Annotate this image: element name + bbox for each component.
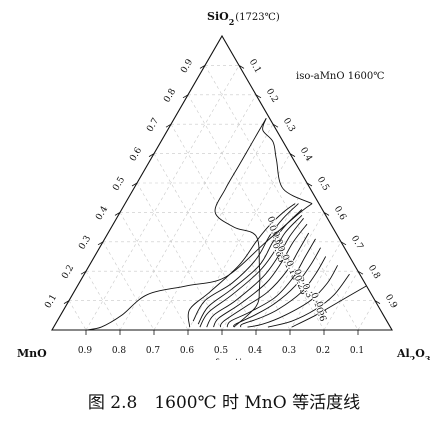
tick-label-bottom: 0.7 (146, 346, 161, 356)
tick-mark-right (255, 94, 262, 99)
tick-label-left: 0.6 (128, 146, 144, 164)
tick-mark-left (148, 153, 155, 157)
corner-label-mno: MnO (17, 347, 47, 360)
tick-label-bottom: 0.2 (316, 346, 330, 356)
tick-mark-right (357, 270, 364, 275)
tick-label-left: 0.4 (94, 204, 110, 222)
grid-line-mno (102, 241, 155, 331)
tick-label-right: 0.9 (383, 293, 399, 311)
grid-line-al2o3 (357, 300, 376, 331)
tick-mark-right (374, 300, 381, 304)
tick-label-right: 0.6 (332, 205, 348, 223)
isoline-0_25 (233, 247, 321, 328)
tick-label-left: 0.7 (145, 116, 161, 134)
chart-title: iso-aMnO 1600℃ (296, 71, 384, 82)
grid-line-mno (153, 153, 257, 331)
tick-label-bottom: 0.8 (112, 346, 127, 356)
isoline-0_6 (291, 285, 367, 328)
corner-label-al2o3: Al2O3 (396, 347, 431, 360)
tick-mark-right (340, 241, 347, 246)
figure-caption: 图 2.8 1600℃ 时 MnO 等活度线 (88, 393, 360, 413)
ternary-chart: 0.9 0.8 0.7 0.6 0.5 0.4 0.3 0.2 0.10.10.20.30.40… (6, 10, 431, 375)
tick-label-right: 0.1 (247, 58, 263, 75)
tick-mark-left (97, 241, 104, 246)
tick-label-left: 0.9 (179, 57, 195, 75)
grid-line-al2o3 (85, 65, 240, 331)
tick-label-left: 0.5 (111, 175, 127, 193)
tick-label-bottom: 0.6 (180, 346, 195, 356)
tick-label-right: 0.8 (366, 263, 382, 281)
tick-label-right: 0.3 (281, 116, 297, 134)
tick-label-left: 0.2 (60, 263, 76, 280)
isoline-0_2 (226, 238, 316, 328)
tick-label-bottom: 0.1 (350, 346, 364, 356)
tick-label-bottom: 0.5 (214, 346, 229, 356)
grid-line-al2o3 (289, 241, 342, 331)
tick-label-bottom: 0.9 (78, 346, 93, 356)
isoline-0_01 (187, 203, 296, 328)
phase-boundary-2 (262, 118, 313, 205)
tick-mark-left (199, 65, 206, 69)
grid-line-al2o3 (153, 124, 274, 331)
isoline-0_15 (219, 232, 310, 328)
tick-label-right: 0.5 (315, 175, 331, 193)
tick-mark-left (131, 182, 138, 187)
tick-mark-right (272, 123, 279, 128)
isoline-0_07 (206, 218, 304, 328)
tick-mark-right (323, 212, 330, 216)
corner-label-sio2: SiO2(1723℃) (207, 10, 280, 27)
tick-label-right: 0.4 (298, 146, 314, 164)
tick-label-bottom: 0.4 (248, 346, 263, 356)
isoline-0_1 (213, 223, 308, 328)
tick-mark-left (114, 212, 121, 216)
isoline-0_02 (192, 203, 299, 322)
tick-mark-right (238, 65, 245, 69)
grid-line-mno (204, 65, 359, 331)
tick-label-left: 0.3 (77, 234, 93, 252)
caption-area: 图 2.8 1600℃ 时 MnO 等活度线 (88, 393, 360, 413)
grid-line-al2o3 (255, 212, 325, 331)
tick-label-left: 0.1 (43, 293, 59, 310)
tick-mark-left (165, 123, 172, 128)
tick-label-bottom: 0.3 (282, 346, 297, 356)
tick-label-right: 0.2 (264, 87, 280, 104)
tick-label-right: 0.7 (349, 234, 365, 252)
tick-mark-left (80, 270, 87, 275)
phase-boundary-1 (85, 203, 313, 331)
grid-line-mno (136, 182, 223, 331)
tick-mark-right (289, 153, 296, 157)
tick-mark-left (182, 94, 189, 99)
tick-mark-right (306, 182, 313, 187)
grid-line-mno (68, 300, 87, 331)
grid-line-al2o3 (323, 271, 359, 331)
grid-line-mno (170, 124, 291, 331)
grid-line-mno (85, 271, 121, 331)
isoline-0_5 (267, 273, 350, 328)
grid-line-mno (119, 212, 189, 331)
isoline-0_3 (240, 256, 327, 328)
grid-line-al2o3 (187, 153, 291, 331)
tick-label-left: 0.8 (162, 87, 178, 105)
isoline-0_4 (247, 265, 338, 328)
phase-boundary-3 (214, 118, 267, 328)
grid-line-al2o3 (221, 182, 308, 331)
tick-mark-left (63, 300, 70, 304)
